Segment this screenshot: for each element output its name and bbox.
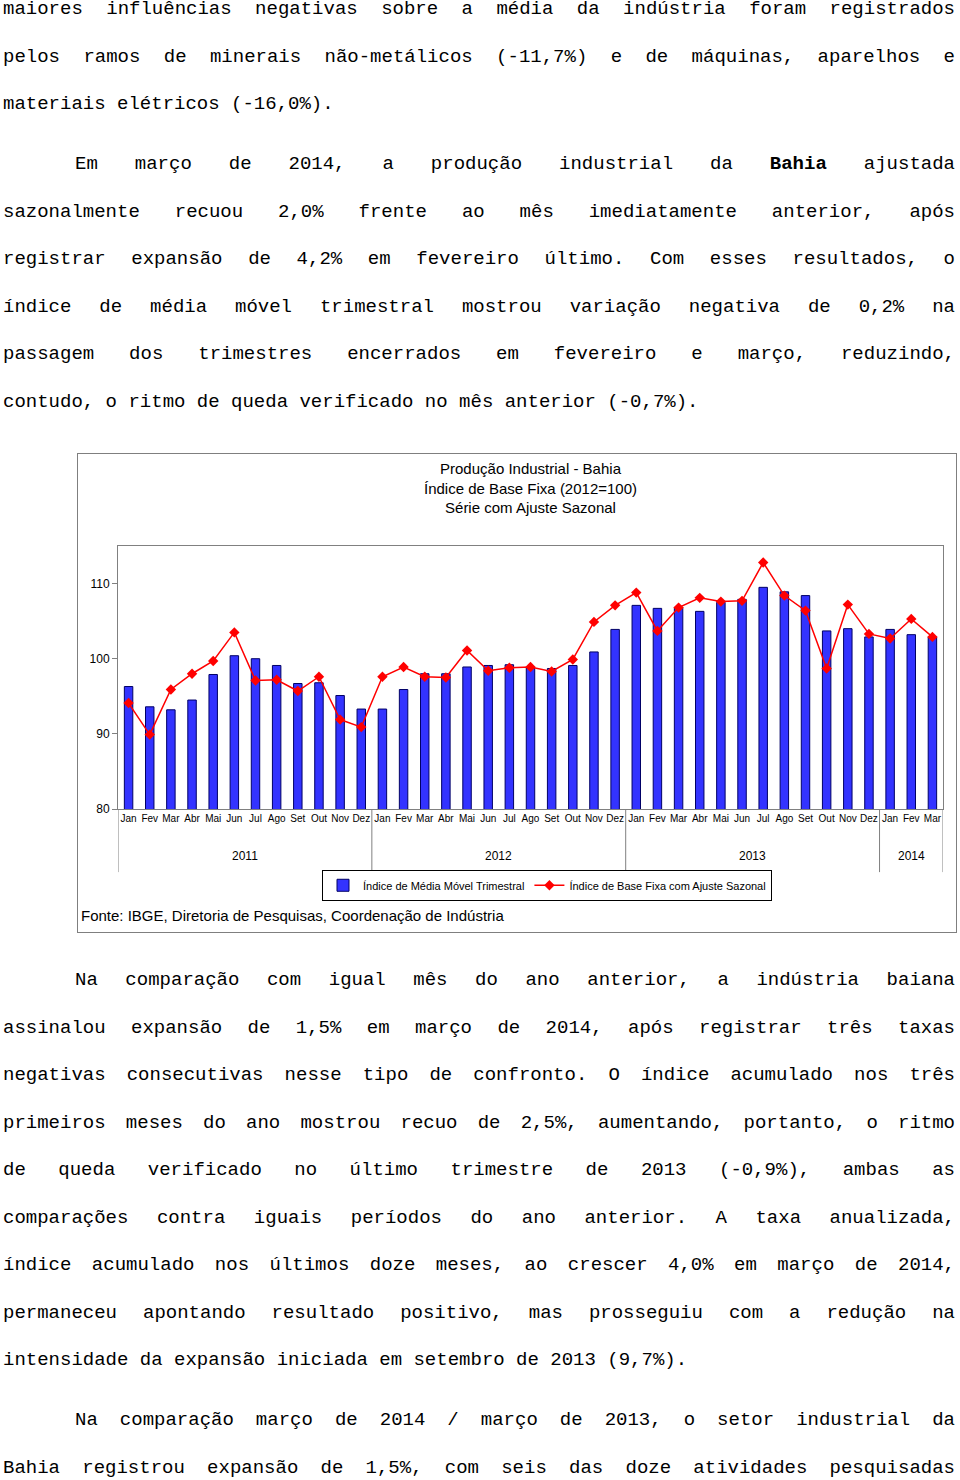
svg-text:Out: Out [311,813,327,824]
svg-text:Jan: Jan [628,813,644,824]
svg-text:Fev: Fev [141,813,158,824]
svg-text:Ago: Ago [268,813,286,824]
html-text:pelos ramos de minerais não-me: pelos ramos de minerais não-metálicos (-… [3,45,955,68]
html-text:registrar expansão de 4,2% em: registrar expansão de 4,2% em fevereiro … [3,248,955,270]
svg-text:Abr: Abr [438,813,454,824]
svg-text:Ago: Ago [775,813,793,824]
svg-text:Fev: Fev [395,813,412,824]
svg-text:Jul: Jul [249,813,262,824]
svg-text:Jul: Jul [757,813,770,824]
svg-text:Dez: Dez [860,813,878,824]
html-text:materiais elétricos (-16,0%).: materiais elétricos (-16,0%). [3,93,334,115]
html-text:Em março de 2014, a produção i: Em março de 2014, a produção industrial … [75,153,955,175]
svg-text:Out: Out [565,813,581,824]
svg-text:Mar: Mar [162,813,180,824]
svg-text:Índice de Média Móvel Trimestr: Índice de Média Móvel Trimestral [363,880,524,892]
html-text:passagem dos trimestres encerr: passagem dos trimestres encerrados em fe… [3,343,955,365]
svg-text:Set: Set [798,813,813,824]
svg-text:Jan: Jan [374,813,390,824]
svg-text:Nov: Nov [839,813,857,824]
svg-text:80: 80 [96,802,110,816]
svg-text:Jun: Jun [480,813,496,824]
html-text:assinalou expansão de 1,5% em: assinalou expansão de 1,5% em março de 2… [3,1016,955,1039]
svg-text:Jan: Jan [882,813,898,824]
svg-text:Mar: Mar [416,813,434,824]
svg-text:Jun: Jun [734,813,750,824]
svg-text:Mai: Mai [205,813,221,824]
svg-text:Abr: Abr [184,813,200,824]
svg-text:Jul: Jul [503,813,516,824]
svg-text:100: 100 [90,652,110,666]
svg-text:Abr: Abr [692,813,708,824]
svg-text:Mai: Mai [459,813,475,824]
svg-text:2012: 2012 [485,849,512,863]
svg-text:Jan: Jan [121,813,137,824]
svg-text:Jun: Jun [226,813,242,824]
html-text:Fonte: IBGE, Diretoria de Pesq: Fonte: IBGE, Diretoria de Pesquisas, Coo… [81,907,504,924]
svg-text:2011: 2011 [232,849,258,863]
svg-text:90: 90 [96,727,110,741]
svg-text:Set: Set [290,813,305,824]
svg-text:Nov: Nov [331,813,349,824]
svg-text:Fev: Fev [649,813,666,824]
svg-text:Ago: Ago [522,813,540,824]
svg-text:Dez: Dez [352,813,370,824]
html-text:contudo, o ritmo de queda veri: contudo, o ritmo de queda verificado no … [3,390,699,413]
html-text:negativas consecutivas nesse t: negativas consecutivas nesse tipo de con… [3,1064,955,1086]
svg-text:Dez: Dez [606,813,624,824]
html-text:de queda verificado no último: de queda verificado no último trimestre … [3,1159,955,1181]
svg-text:2013: 2013 [739,849,766,863]
svg-text:Mai: Mai [713,813,729,824]
svg-text:Mar: Mar [670,813,688,824]
html-text:índice de média móvel trimestr: índice de média móvel trimestral mostrou… [3,295,955,318]
svg-text:Set: Set [544,813,559,824]
html-text:Bahia registrou expansão de 1,: Bahia registrou expansão de 1,5%, com se… [3,1456,955,1479]
html-text:intensidade da expansão inicia: intensidade da expansão iniciada em sete… [3,1349,688,1371]
svg-text:2014: 2014 [898,849,925,863]
svg-text:Produção Industrial - BahiaÍnd: Produção Industrial - BahiaÍndice de Bas… [424,460,637,516]
html-text:Na comparação com igual mês do: Na comparação com igual mês do ano anter… [75,969,955,991]
svg-text:Mar: Mar [924,813,942,824]
svg-text:110: 110 [90,577,109,591]
html-text:sazonalmente recuou 2,0% frent: sazonalmente recuou 2,0% frente ao mês i… [3,200,955,223]
html-text:índice acumulado nos últimos d: índice acumulado nos últimos doze meses,… [3,1254,955,1276]
svg-text:Índice de Base Fixa com Ajuste: Índice de Base Fixa com Ajuste Sazonal [569,880,765,892]
html-text:Na comparação março de 2014 /: Na comparação março de 2014 / março de 2… [75,1409,955,1431]
html-text:comparações contra iguais perí: comparações contra iguais períodos do an… [3,1206,955,1229]
svg-text:Fev: Fev [903,813,920,824]
svg-text:Out: Out [819,813,835,824]
svg-text:Nov: Nov [585,813,603,824]
html-text:primeiros meses do ano mostrou: primeiros meses do ano mostrou recuo de … [3,1111,955,1134]
html-text:permaneceu apontando resultado: permaneceu apontando resultado positivo,… [3,1301,955,1324]
